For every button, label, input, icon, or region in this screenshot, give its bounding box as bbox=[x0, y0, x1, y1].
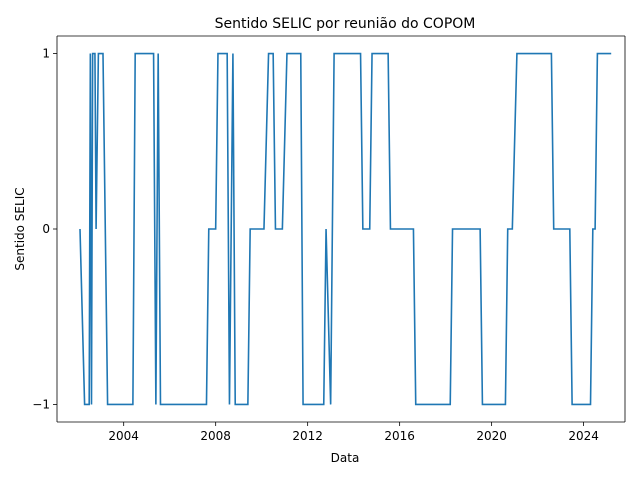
x-tick-label: 2012 bbox=[292, 429, 323, 443]
chart-title: Sentido SELIC por reunião do COPOM bbox=[215, 16, 476, 32]
x-tick-label: 2020 bbox=[476, 429, 507, 443]
y-axis-label: Sentido SELIC bbox=[13, 187, 27, 270]
y-tick-label: 1 bbox=[42, 47, 50, 61]
plot-area bbox=[79, 52, 612, 406]
x-tick-label: 2004 bbox=[108, 429, 139, 443]
x-tick-label: 2008 bbox=[200, 429, 231, 443]
x-tick-label: 2024 bbox=[568, 429, 599, 443]
x-tick-label: 2016 bbox=[384, 429, 415, 443]
axes-frame bbox=[56, 35, 626, 423]
y-tick-label: 0 bbox=[42, 222, 50, 236]
y-axis-ticks: 1 0 −1 bbox=[32, 47, 57, 411]
x-axis-ticks: 2004 2008 2012 2016 2020 2024 bbox=[108, 422, 599, 443]
x-axis-label: Data bbox=[331, 451, 360, 465]
series-line bbox=[79, 52, 612, 406]
y-tick-label: −1 bbox=[32, 397, 50, 411]
